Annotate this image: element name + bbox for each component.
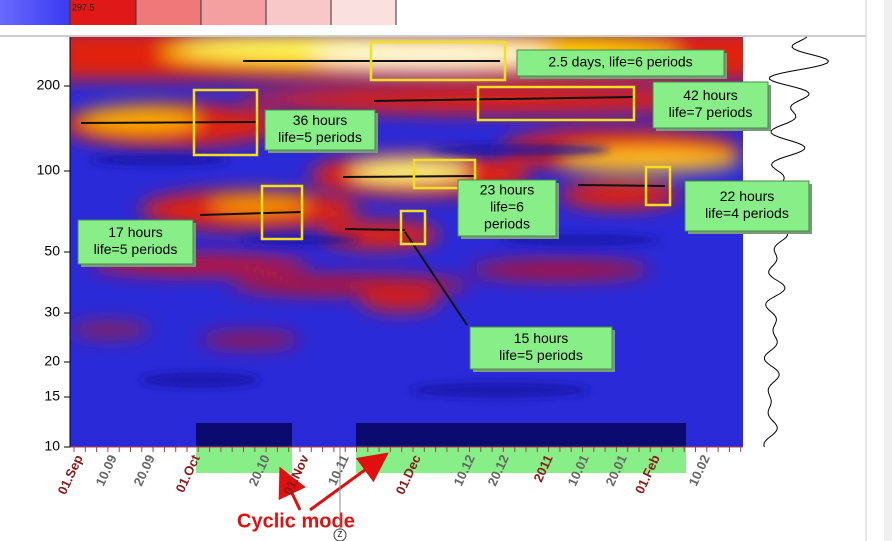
regime-bar (356, 423, 686, 447)
annotation-box (516, 49, 725, 77)
annotation-text: 17 hours (108, 224, 162, 240)
x-tick-label: 01.Sep (55, 452, 86, 496)
annotation-box (77, 219, 194, 265)
cyclic-bar (356, 447, 686, 473)
annotation-box (264, 109, 376, 151)
y-tick-label: 10 (44, 438, 60, 454)
y-tick-label: 50 (44, 243, 60, 259)
annotation-text: life=5 periods (94, 241, 178, 257)
y-tick-label: 30 (44, 304, 60, 320)
annotation-text: life=5 periods (499, 347, 583, 363)
annotation-text: life=4 periods (705, 205, 789, 221)
colorbar: 297.5 (0, 0, 397, 25)
annotation-text: life=6 (490, 199, 524, 215)
regime-bar (196, 423, 292, 447)
annotation-text: 22 hours (720, 188, 774, 204)
global-spectrum (763, 36, 830, 448)
x-tick-label: 10.02 (685, 452, 712, 488)
arrow (278, 466, 306, 511)
y-tick-label: 100 (37, 162, 61, 178)
overlays (80, 40, 672, 326)
colorbar-label: 297.5 (72, 2, 95, 12)
annotation-box (457, 179, 557, 237)
annotation-text: 36 hours (293, 112, 347, 128)
annotation-text: 2.5 days, life=6 periods (548, 54, 692, 70)
caption: Cyclic mode (237, 510, 355, 532)
scrollbar (884, 0, 892, 541)
annotation-text: 23 hours (480, 182, 534, 198)
cursor-handle[interactable] (333, 528, 347, 541)
annotation-box (469, 326, 613, 370)
annotation: 2.5 days, life=6 periods (516, 49, 727, 79)
annotation-text: life=5 periods (278, 129, 362, 145)
annotation-box (652, 81, 769, 129)
x-tick-label: 20.09 (130, 452, 157, 488)
annotation-text: 42 hours (683, 87, 737, 103)
arrow (309, 452, 389, 512)
heatmap (70, 37, 743, 447)
x-tick-label: 01.Oct (172, 452, 203, 495)
annotation-text: 15 hours (514, 330, 568, 346)
annotation-text: life=7 periods (669, 104, 753, 120)
y-tick-label: 20 (44, 353, 60, 369)
y-tick-label: 200 (37, 77, 61, 93)
x-tick-label: 10.09 (92, 452, 119, 488)
annotation-box (684, 180, 810, 232)
y-tick-label: 15 (44, 388, 60, 404)
cursor-label: Z (338, 530, 343, 539)
annotation-text: periods (484, 216, 530, 232)
